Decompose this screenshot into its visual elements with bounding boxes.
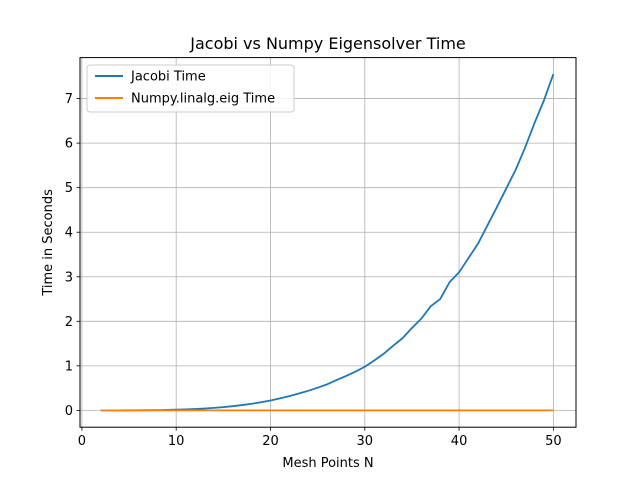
x-tick-label: 0: [78, 434, 86, 449]
legend-label-numpy: Numpy.linalg.eig Time: [131, 92, 275, 107]
y-tick-label: 5: [65, 181, 73, 196]
grid: [80, 57, 576, 428]
x-tick-label: 20: [262, 434, 279, 449]
legend-box: [86, 64, 295, 113]
x-tick-label: 50: [545, 434, 562, 449]
x-tick-label: 10: [168, 434, 185, 449]
y-tick-label: 6: [65, 137, 73, 152]
x-axis-label: Mesh Points N: [282, 456, 373, 471]
legend: Jacobi Time Numpy.linalg.eig Time: [86, 64, 295, 113]
y-tick-label: 3: [65, 270, 73, 285]
x-tick-label: 40: [451, 434, 468, 449]
y-tick-label: 0: [65, 404, 73, 419]
y-axis-ticks: 0 1 2 3 4 5 6 7: [65, 92, 80, 419]
y-axis-label: Time in Seconds: [41, 189, 56, 297]
x-tick-label: 30: [357, 434, 374, 449]
y-tick-label: 1: [65, 359, 73, 374]
chart-title: Jacobi vs Numpy Eigensolver Time: [189, 34, 466, 53]
y-tick-label: 7: [65, 92, 73, 107]
plot-frame: [79, 57, 577, 428]
x-axis-ticks: 0 10 20 30 40 50: [78, 427, 562, 449]
legend-label-jacobi: Jacobi Time: [130, 70, 206, 85]
series-group: [100, 73, 555, 412]
y-tick-label: 2: [65, 315, 73, 330]
y-tick-label: 4: [65, 226, 73, 241]
